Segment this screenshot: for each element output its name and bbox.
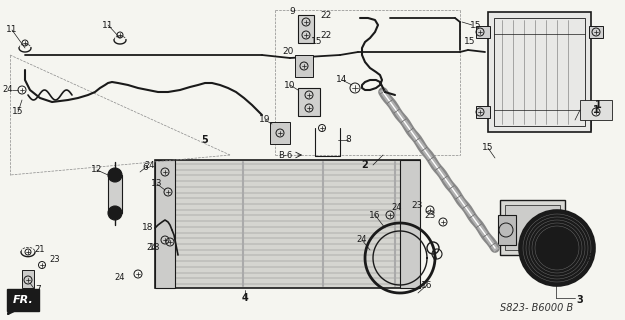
Text: 8: 8 [345, 135, 351, 145]
Text: 20: 20 [282, 47, 294, 57]
Text: 24: 24 [145, 161, 155, 170]
Text: 22: 22 [321, 30, 332, 39]
Text: 3: 3 [587, 253, 593, 263]
Bar [22, 270, 34, 288]
Text: 7: 7 [35, 285, 41, 294]
Text: 9: 9 [289, 7, 295, 17]
Text: 19: 19 [259, 116, 271, 124]
Bar [400, 160, 420, 288]
Bar [500, 200, 565, 255]
Text: 15: 15 [482, 143, 494, 153]
Text: 1: 1 [592, 105, 599, 115]
Bar [494, 18, 585, 126]
Text: 3: 3 [577, 295, 583, 305]
Bar [155, 160, 420, 288]
Text: 18: 18 [149, 244, 161, 252]
Bar [498, 215, 516, 245]
Text: 24: 24 [392, 204, 402, 212]
Text: 24: 24 [115, 274, 125, 283]
Text: 14: 14 [336, 76, 348, 84]
Text: 6: 6 [142, 164, 148, 172]
Text: 2: 2 [362, 160, 368, 170]
Bar [476, 106, 490, 118]
Text: 24: 24 [2, 85, 13, 94]
Bar [476, 26, 490, 38]
Circle shape [108, 206, 122, 220]
Text: 15: 15 [12, 108, 24, 116]
Bar [488, 12, 591, 132]
Text: S823- B6000 B: S823- B6000 B [500, 303, 573, 313]
Bar [298, 88, 320, 116]
Bar [298, 15, 314, 43]
Bar [589, 106, 603, 118]
Text: FR.: FR. [12, 295, 33, 305]
Text: 22: 22 [321, 11, 332, 20]
Bar [155, 160, 175, 288]
FancyBboxPatch shape [7, 289, 39, 311]
Text: 18: 18 [142, 223, 154, 233]
Text: 10: 10 [284, 81, 296, 90]
Text: 15: 15 [470, 20, 482, 29]
Text: 16: 16 [369, 211, 381, 220]
Bar [505, 205, 560, 250]
Text: 23: 23 [424, 211, 436, 220]
Circle shape [108, 168, 122, 182]
Text: 16: 16 [421, 281, 432, 290]
Text: 1: 1 [594, 100, 601, 110]
Circle shape [519, 210, 595, 286]
Text: 21: 21 [35, 245, 45, 254]
Circle shape [549, 240, 565, 256]
Bar [589, 26, 603, 38]
Text: 12: 12 [91, 165, 103, 174]
Text: 4: 4 [242, 293, 248, 303]
Text: 24: 24 [147, 244, 158, 252]
Text: 11: 11 [6, 26, 18, 35]
Text: 11: 11 [102, 20, 114, 29]
Bar [108, 175, 122, 213]
Text: 15: 15 [311, 37, 322, 46]
Text: 23: 23 [50, 255, 60, 265]
Bar [295, 55, 313, 77]
Text: 23: 23 [411, 201, 422, 210]
Bar [580, 100, 612, 120]
Text: 24: 24 [357, 236, 367, 244]
Text: B-6: B-6 [278, 150, 292, 159]
Bar [270, 122, 290, 144]
Text: 5: 5 [202, 135, 208, 145]
Text: 15: 15 [464, 37, 476, 46]
Text: 13: 13 [151, 180, 162, 188]
